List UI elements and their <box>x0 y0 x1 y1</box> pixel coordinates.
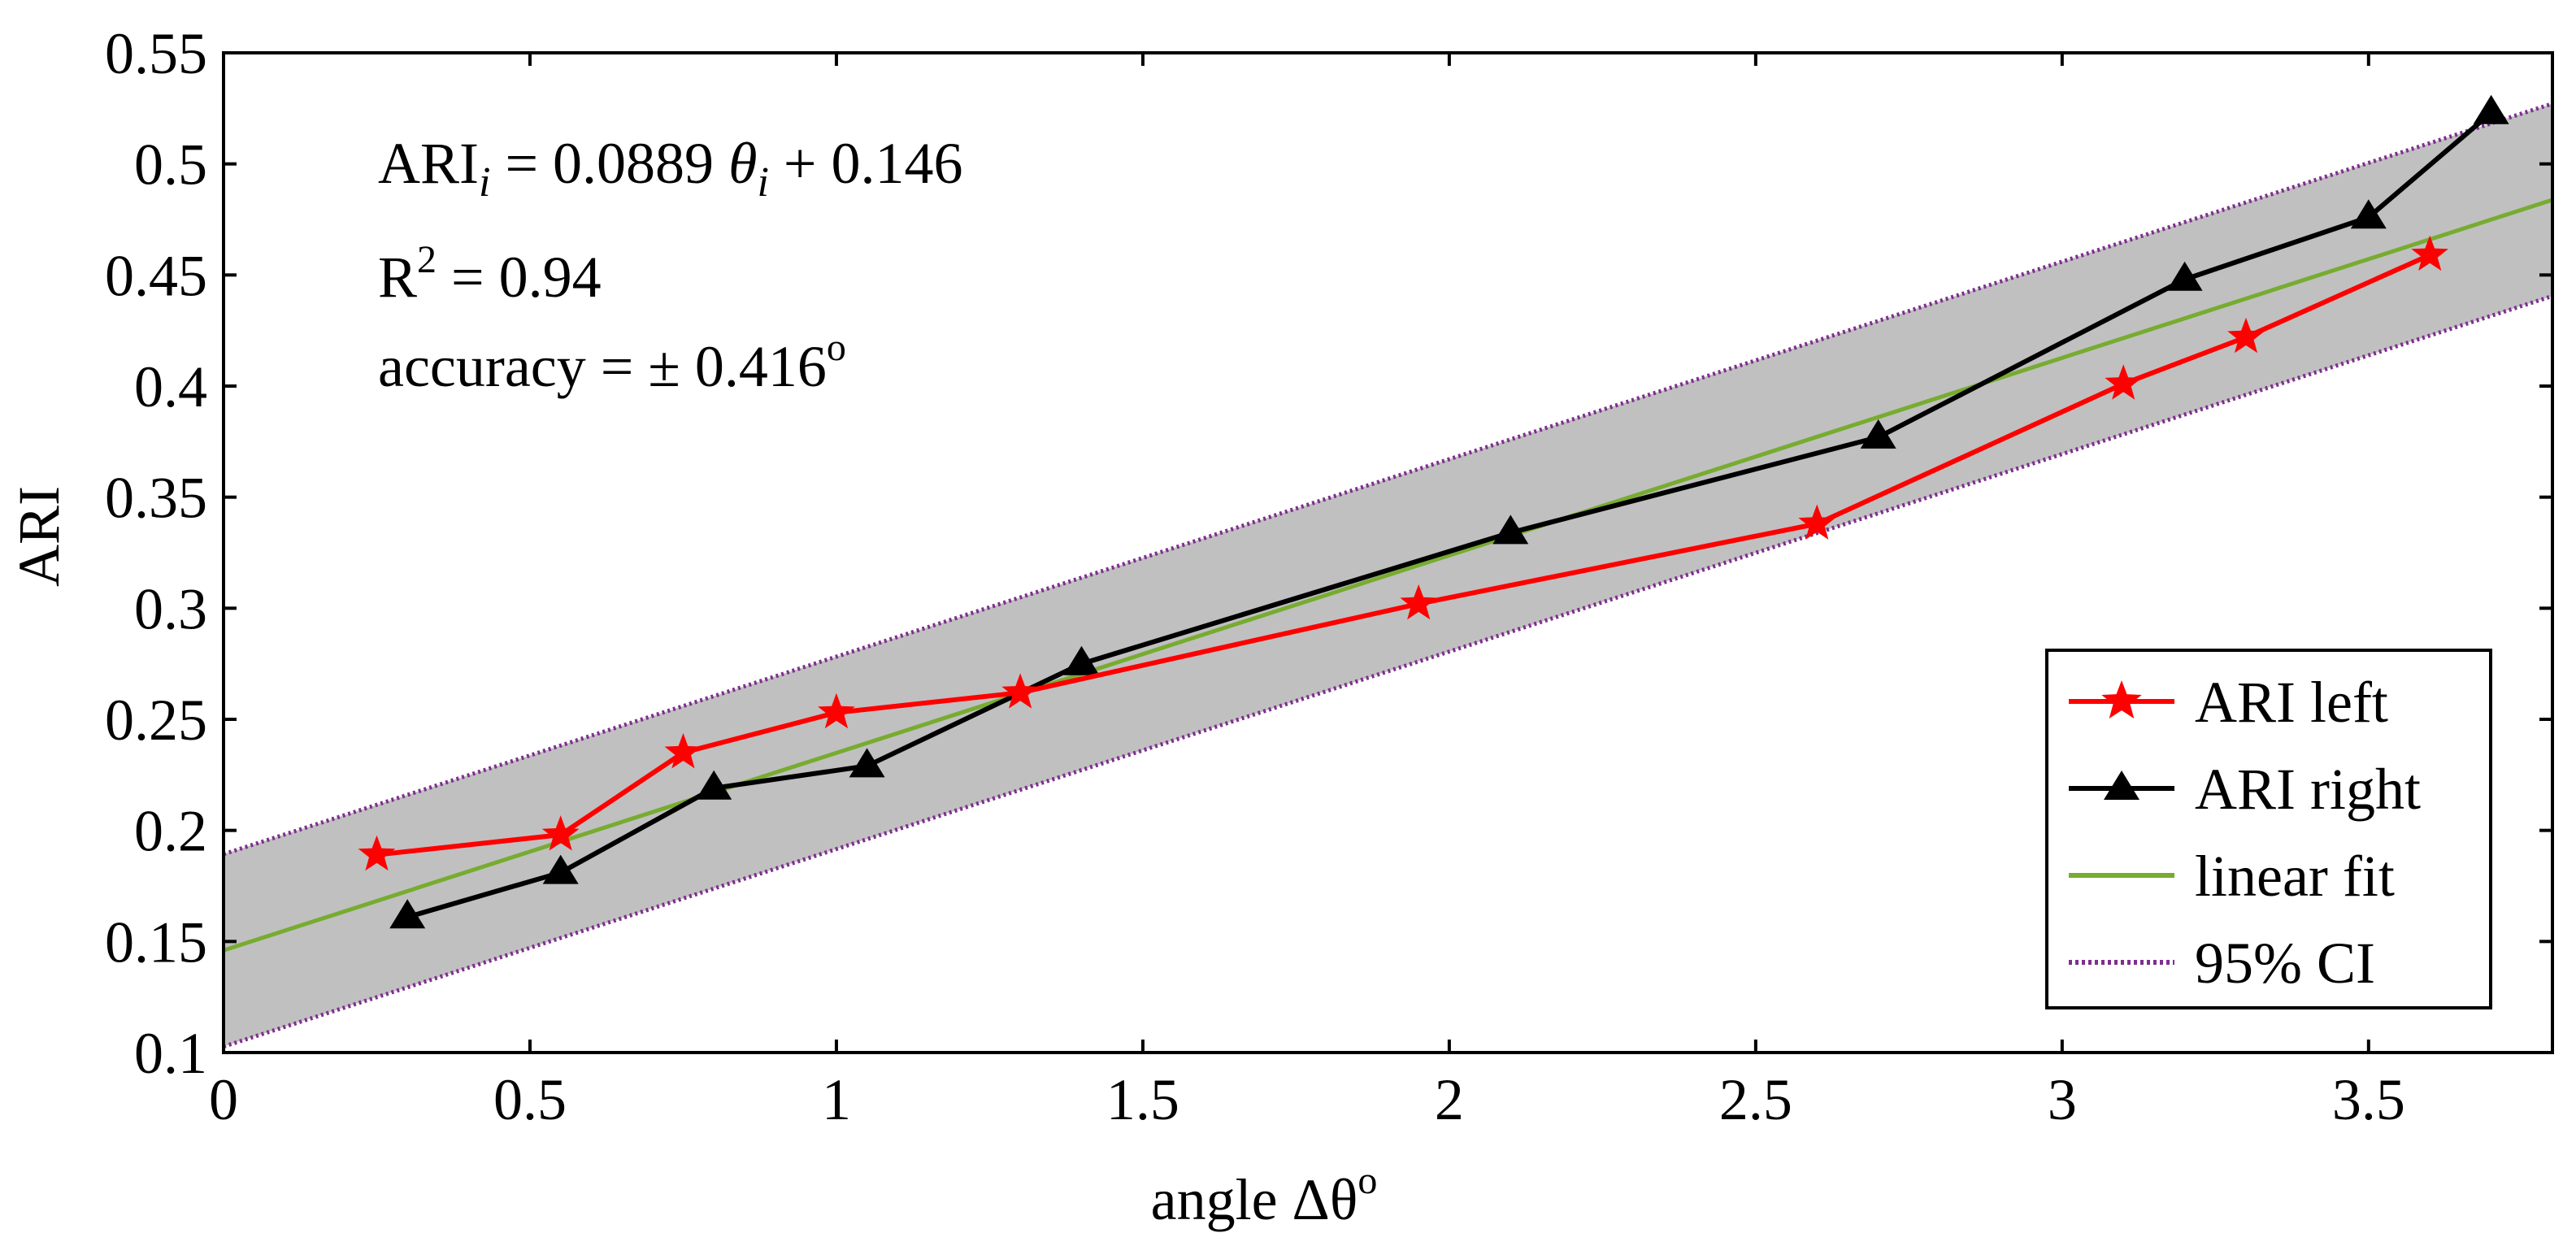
y-tick-label: 0.2 <box>134 799 207 864</box>
data-point-ari-right <box>542 854 579 884</box>
x-tick-label: 1 <box>822 1067 851 1132</box>
y-tick-label: 0.35 <box>105 466 207 531</box>
y-tick-label: 0.3 <box>134 576 207 641</box>
r-squared: R2 = 0.94 <box>378 238 602 310</box>
y-tick-label: 0.45 <box>105 243 207 308</box>
series-line-ari-right <box>406 111 2493 920</box>
data-point-ari-left <box>2411 235 2448 271</box>
y-tick-label: 0.15 <box>105 910 207 975</box>
data-point-ari-left <box>1798 504 1836 540</box>
x-tick-label: 2.5 <box>1719 1067 1792 1132</box>
legend-label-linear-fit: linear fit <box>2195 844 2395 909</box>
fit-equation: ARIi = 0.0889 θi + 0.146 <box>378 131 963 206</box>
legend-item-ari-right: ARI right <box>2069 757 2421 822</box>
y-tick-label: 0.25 <box>105 688 207 753</box>
x-axis-title: angle Δθo <box>1151 1159 1378 1232</box>
data-point-ari-left <box>541 815 580 851</box>
data-point-ari-right <box>2350 199 2387 229</box>
data-point-ari-left <box>358 835 396 871</box>
y-axis-title: ARI <box>7 486 72 587</box>
legend-label-ci: 95% CI <box>2195 931 2375 996</box>
y-tick-label: 0.1 <box>134 1021 207 1086</box>
data-point-ari-right <box>389 899 426 929</box>
linear-fit-line <box>223 198 2553 953</box>
data-point-ari-right <box>2473 94 2509 124</box>
data-point-ari-right <box>1860 419 1896 449</box>
data-point-ari-left <box>818 692 855 729</box>
x-tick-label: 3 <box>2048 1067 2077 1132</box>
x-tick-label: 0 <box>209 1067 238 1132</box>
y-tick-label: 0.5 <box>134 132 207 198</box>
axes: 0 0.5 1 1.5 2 2.5 3 3.5 0.1 0.15 0.2 0.25 0.3 0.35 0.4… <box>105 21 2554 1132</box>
legend-item-ari-left: ARI left <box>2069 670 2388 735</box>
x-tick-label: 3.5 <box>2332 1067 2405 1132</box>
data-point-ari-right <box>1063 645 1100 675</box>
x-tick-label: 0.5 <box>493 1067 567 1132</box>
y-tick-label: 0.55 <box>105 21 207 86</box>
data-point-ari-left <box>1001 673 1039 709</box>
plot-frame <box>222 51 2554 1054</box>
data-point-ari-right <box>849 748 885 778</box>
data-point-ari-left <box>1400 584 1437 620</box>
legend-marker-star <box>2101 680 2142 719</box>
legend-item-ci: 95% CI <box>2069 931 2375 996</box>
data-point-ari-right <box>1492 514 1529 545</box>
series-line-ari-left <box>376 252 2431 857</box>
y-tick-label: 0.4 <box>134 354 207 419</box>
data-point-ari-right <box>2166 261 2203 291</box>
plot-area <box>223 94 2553 1048</box>
legend-label-ari-right: ARI right <box>2195 757 2421 822</box>
legend-marker-triangle <box>2104 771 2139 800</box>
data-point-ari-left <box>2105 364 2143 400</box>
legend: ARI left ARI right linear fit 95% CI <box>2045 649 2492 1009</box>
data-point-ari-left <box>2227 317 2265 354</box>
data-point-ari-right <box>696 770 732 800</box>
ci-lower-line <box>223 293 2553 1048</box>
x-tick-label: 1.5 <box>1106 1067 1179 1132</box>
legend-label-ari-left: ARI left <box>2195 670 2388 735</box>
fit-annotation: ARIi = 0.0889 θi + 0.146 R2 = 0.94 accur… <box>378 131 963 399</box>
accuracy: accuracy = ± 0.416o <box>378 326 846 399</box>
legend-item-linear-fit: linear fit <box>2069 844 2395 909</box>
x-tick-label: 2 <box>1435 1067 1464 1132</box>
ci-upper-line <box>223 102 2553 857</box>
data-point-ari-left <box>664 733 702 769</box>
